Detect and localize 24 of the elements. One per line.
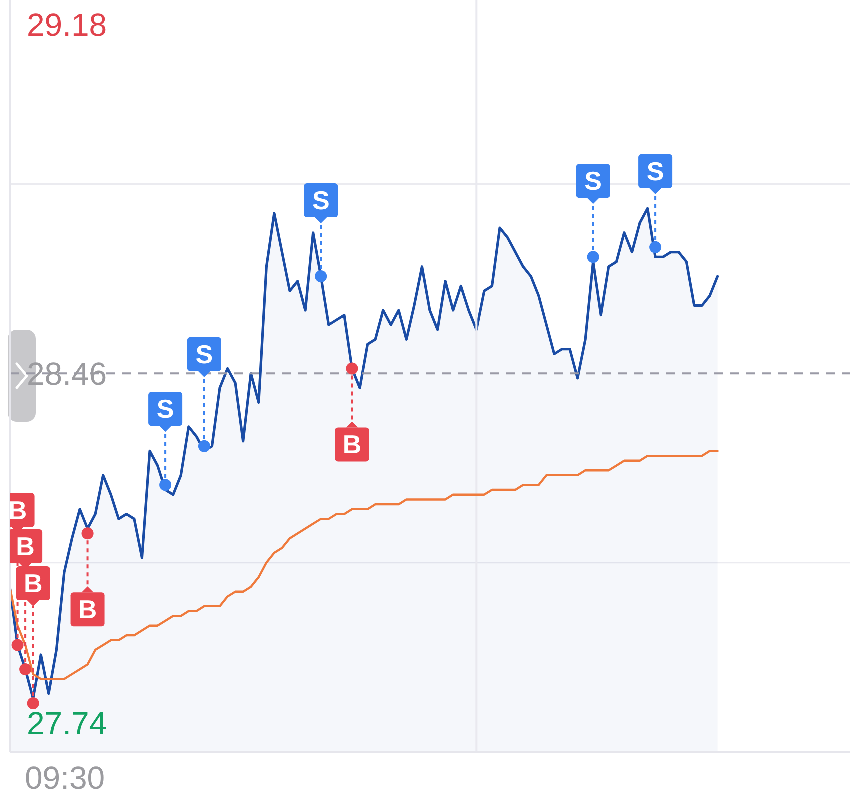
point	[20, 664, 32, 676]
data-label: S	[584, 166, 602, 196]
point	[650, 241, 662, 254]
point	[198, 440, 210, 452]
y-tick-label: 28.46	[27, 356, 108, 392]
data-label: S	[646, 156, 664, 186]
y-tick-label: 29.18	[27, 6, 108, 43]
point	[346, 362, 358, 375]
data-label: B	[78, 594, 98, 625]
y-tick-label: 27.74	[27, 705, 108, 742]
point	[315, 270, 328, 283]
data-label: B	[16, 532, 35, 562]
data-label: S	[312, 186, 330, 216]
point	[82, 528, 94, 540]
point	[587, 251, 600, 264]
data-label: B	[24, 568, 43, 598]
data-label: S	[196, 339, 214, 370]
point	[12, 639, 24, 652]
point	[27, 697, 40, 710]
point	[160, 479, 172, 492]
text: 09:30	[25, 760, 106, 793]
data-label: B	[8, 495, 28, 526]
data-label: S	[156, 394, 174, 424]
data-label: B	[342, 430, 362, 460]
